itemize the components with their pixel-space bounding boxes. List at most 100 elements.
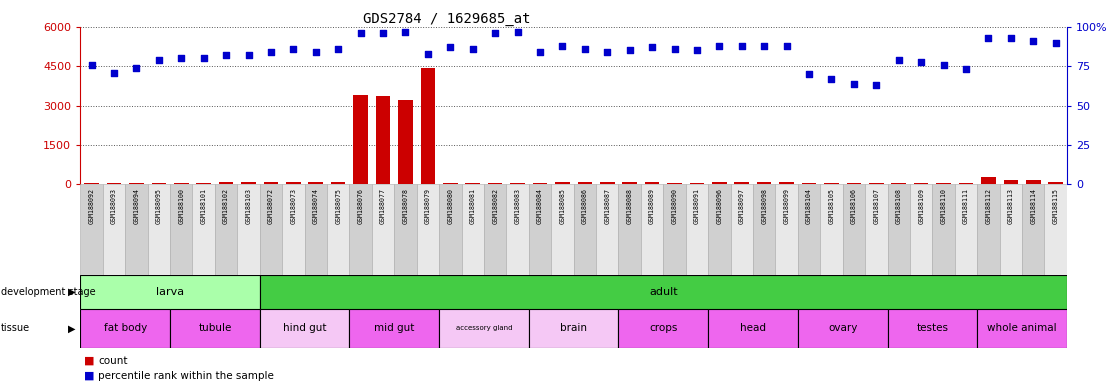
Bar [465, 183, 480, 184]
Text: ovary: ovary [828, 323, 857, 333]
Text: GSM188097: GSM188097 [739, 188, 744, 224]
Bar [107, 183, 122, 184]
Bar [618, 184, 641, 275]
Bar [892, 183, 906, 184]
Bar [936, 183, 951, 184]
Text: GSM188102: GSM188102 [223, 188, 229, 224]
Bar [887, 309, 978, 348]
Point [665, 46, 683, 52]
Text: GSM188103: GSM188103 [246, 188, 251, 224]
Bar [354, 95, 368, 184]
Bar [170, 309, 260, 348]
Bar [398, 100, 413, 184]
Point [620, 47, 638, 53]
Bar [978, 184, 1000, 275]
Bar [327, 184, 349, 275]
Bar [439, 184, 462, 275]
Text: GSM188109: GSM188109 [918, 188, 924, 224]
Point [1024, 38, 1042, 44]
Bar [578, 182, 593, 184]
Bar [439, 309, 529, 348]
Point [643, 44, 661, 50]
Bar [555, 182, 569, 184]
Bar [147, 184, 170, 275]
Bar [394, 184, 416, 275]
Bar [416, 184, 439, 275]
Point [822, 76, 840, 82]
Text: GSM188115: GSM188115 [1052, 188, 1059, 224]
Text: GSM188101: GSM188101 [201, 188, 206, 224]
Bar [507, 184, 529, 275]
Point [127, 65, 145, 71]
Text: GSM188108: GSM188108 [896, 188, 902, 224]
Bar [663, 184, 685, 275]
Bar [932, 184, 955, 275]
Text: GSM188107: GSM188107 [874, 188, 879, 224]
Bar [959, 183, 973, 184]
Text: GSM188087: GSM188087 [604, 188, 610, 224]
Text: testes: testes [916, 323, 949, 333]
Bar [484, 184, 507, 275]
Point [711, 43, 729, 49]
Bar [170, 184, 192, 275]
Point [598, 49, 616, 55]
Text: GSM188075: GSM188075 [335, 188, 341, 224]
Text: ■: ■ [84, 371, 94, 381]
Text: ■: ■ [84, 356, 94, 366]
Text: GSM188074: GSM188074 [312, 188, 319, 224]
Text: adult: adult [650, 287, 677, 297]
Text: head: head [740, 323, 766, 333]
Text: GSM188080: GSM188080 [448, 188, 453, 224]
Bar [331, 182, 346, 184]
Text: GSM188111: GSM188111 [963, 188, 969, 224]
Point [756, 43, 773, 49]
Point [912, 58, 930, 65]
Bar [641, 184, 663, 275]
Bar [600, 182, 615, 184]
Bar [152, 183, 166, 184]
Point [374, 30, 392, 36]
Bar [690, 183, 704, 184]
Bar [103, 184, 125, 275]
Text: GSM188072: GSM188072 [268, 188, 273, 224]
Bar [510, 183, 525, 184]
Point [845, 81, 863, 87]
Bar [820, 184, 843, 275]
Bar [869, 183, 884, 184]
Text: GSM188084: GSM188084 [537, 188, 543, 224]
Point [172, 55, 190, 61]
Text: GSM188104: GSM188104 [806, 188, 812, 224]
Bar [1048, 182, 1062, 184]
Text: GSM188078: GSM188078 [403, 188, 408, 224]
Bar [574, 184, 596, 275]
Bar [847, 183, 862, 184]
Text: GSM188100: GSM188100 [179, 188, 184, 224]
Text: count: count [98, 356, 127, 366]
Bar [685, 184, 709, 275]
Text: GSM188112: GSM188112 [985, 188, 991, 224]
Point [1002, 35, 1020, 41]
Text: development stage: development stage [1, 287, 96, 297]
Bar [263, 182, 278, 184]
Bar [529, 309, 618, 348]
Point [352, 30, 369, 36]
Bar [488, 183, 502, 184]
Bar [241, 182, 256, 184]
Text: tubule: tubule [199, 323, 231, 333]
Bar [260, 184, 282, 275]
Bar [421, 68, 435, 184]
Bar [709, 309, 798, 348]
Text: GSM188077: GSM188077 [381, 188, 386, 224]
Point [329, 46, 347, 52]
Bar [776, 184, 798, 275]
Text: fat body: fat body [104, 323, 147, 333]
Bar [779, 182, 793, 184]
Bar [238, 184, 260, 275]
Text: GSM188086: GSM188086 [581, 188, 588, 224]
Bar [215, 184, 238, 275]
Text: GSM188090: GSM188090 [672, 188, 677, 224]
Bar [645, 182, 660, 184]
Point [958, 66, 975, 73]
Text: GSM188091: GSM188091 [694, 188, 700, 224]
Bar [978, 309, 1067, 348]
